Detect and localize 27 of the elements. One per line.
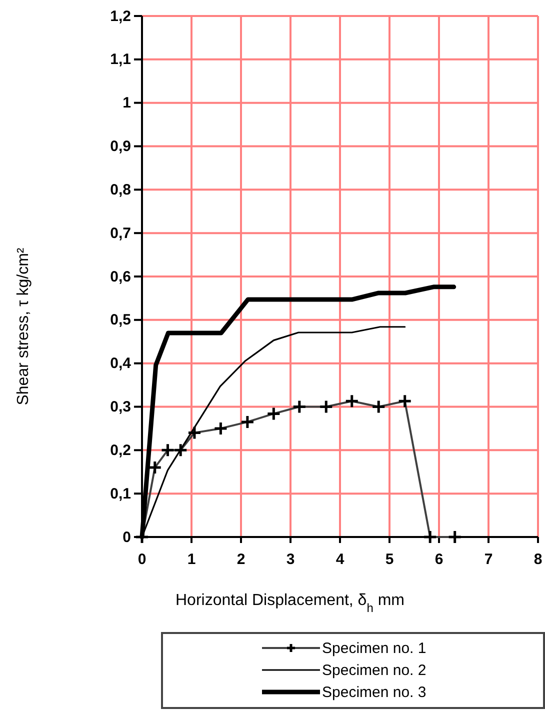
legend-label: Specimen no. 3: [322, 684, 426, 701]
x-tick-label: 7: [484, 551, 493, 568]
y-axis-title: Shear stress, τ kg/cm²: [15, 247, 32, 406]
y-tick-label: 1,2: [110, 8, 131, 25]
x-tick-label: 0: [138, 551, 146, 568]
x-tick-label: 5: [385, 551, 394, 568]
x-tick-label: 4: [336, 551, 345, 568]
legend-label: Specimen no. 2: [322, 662, 426, 679]
x-tick-label: 3: [286, 551, 295, 568]
y-tick-label: 1: [122, 94, 131, 112]
y-tick-label: 0,7: [110, 224, 131, 242]
x-axis-title: Horizontal Displacement, δ$_{h}$ mm: [176, 592, 404, 615]
y-tick-label: 0,1: [110, 485, 131, 502]
y-tick-label: 0,8: [110, 181, 131, 198]
y-tick-label: 0,4: [110, 355, 132, 372]
x-tick-label: 6: [434, 551, 444, 568]
y-tick-label: 0: [122, 528, 131, 546]
y-tick-label: 0,9: [110, 138, 131, 156]
y-tick-label: 0,5: [110, 312, 131, 329]
y-tick-label: 0,2: [110, 442, 131, 459]
legend-label: Specimen no. 1: [322, 640, 426, 657]
x-tick-label: 1: [187, 551, 196, 568]
x-tick-label: 2: [236, 551, 246, 568]
y-tick-label: 0,3: [110, 398, 131, 416]
y-tick-label: 0,6: [110, 268, 131, 286]
x-tick-label: 8: [534, 551, 542, 568]
y-tick-label: 1,1: [110, 51, 131, 68]
